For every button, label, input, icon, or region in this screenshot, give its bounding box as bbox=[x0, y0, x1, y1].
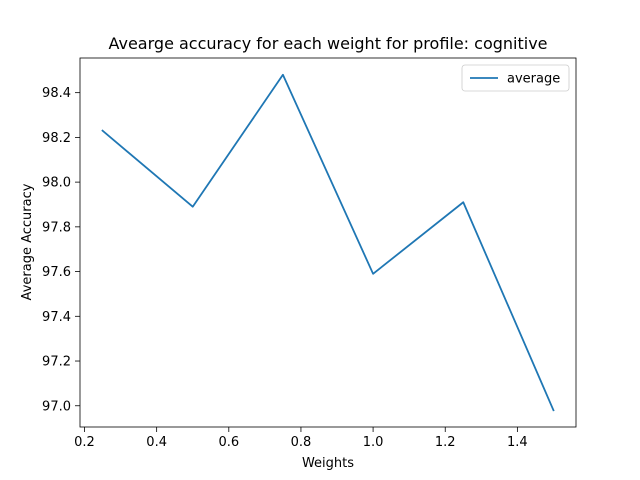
y-tick-label: 97.2 bbox=[42, 355, 71, 370]
chart-title: Avearge accuracy for each weight for pro… bbox=[108, 34, 547, 53]
y-tick-label: 98.2 bbox=[42, 131, 71, 146]
y-tick-label: 97.0 bbox=[42, 399, 71, 414]
plot-area: 0.2 0.4 0.6 0.8 1.0 1.2 1.4 97.0 97.2 97.4 97.6 97.… bbox=[42, 57, 577, 450]
y-tick-label: 97.8 bbox=[42, 220, 71, 235]
y-tick-label: 97.4 bbox=[42, 310, 71, 325]
legend-label: average bbox=[507, 72, 560, 87]
x-tick-label: 0.4 bbox=[146, 435, 167, 450]
y-tick-label: 97.6 bbox=[42, 265, 71, 280]
y-tick-label: 98.4 bbox=[42, 86, 71, 101]
series-line-average bbox=[101, 73, 555, 412]
x-tick-label: 0.6 bbox=[218, 435, 239, 450]
y-tick-label: 98.0 bbox=[42, 176, 71, 191]
x-tick-label: 1.4 bbox=[507, 435, 528, 450]
x-tick-label: 0.8 bbox=[291, 435, 312, 450]
x-tick-label: 0.2 bbox=[74, 435, 95, 450]
axes-frame bbox=[79, 57, 577, 428]
x-tick-label: 1.0 bbox=[363, 435, 384, 450]
y-axis-label: Average Accuracy bbox=[20, 183, 35, 300]
legend-box bbox=[461, 64, 570, 92]
x-axis-label: Weights bbox=[302, 456, 354, 471]
x-tick-label: 1.2 bbox=[435, 435, 456, 450]
